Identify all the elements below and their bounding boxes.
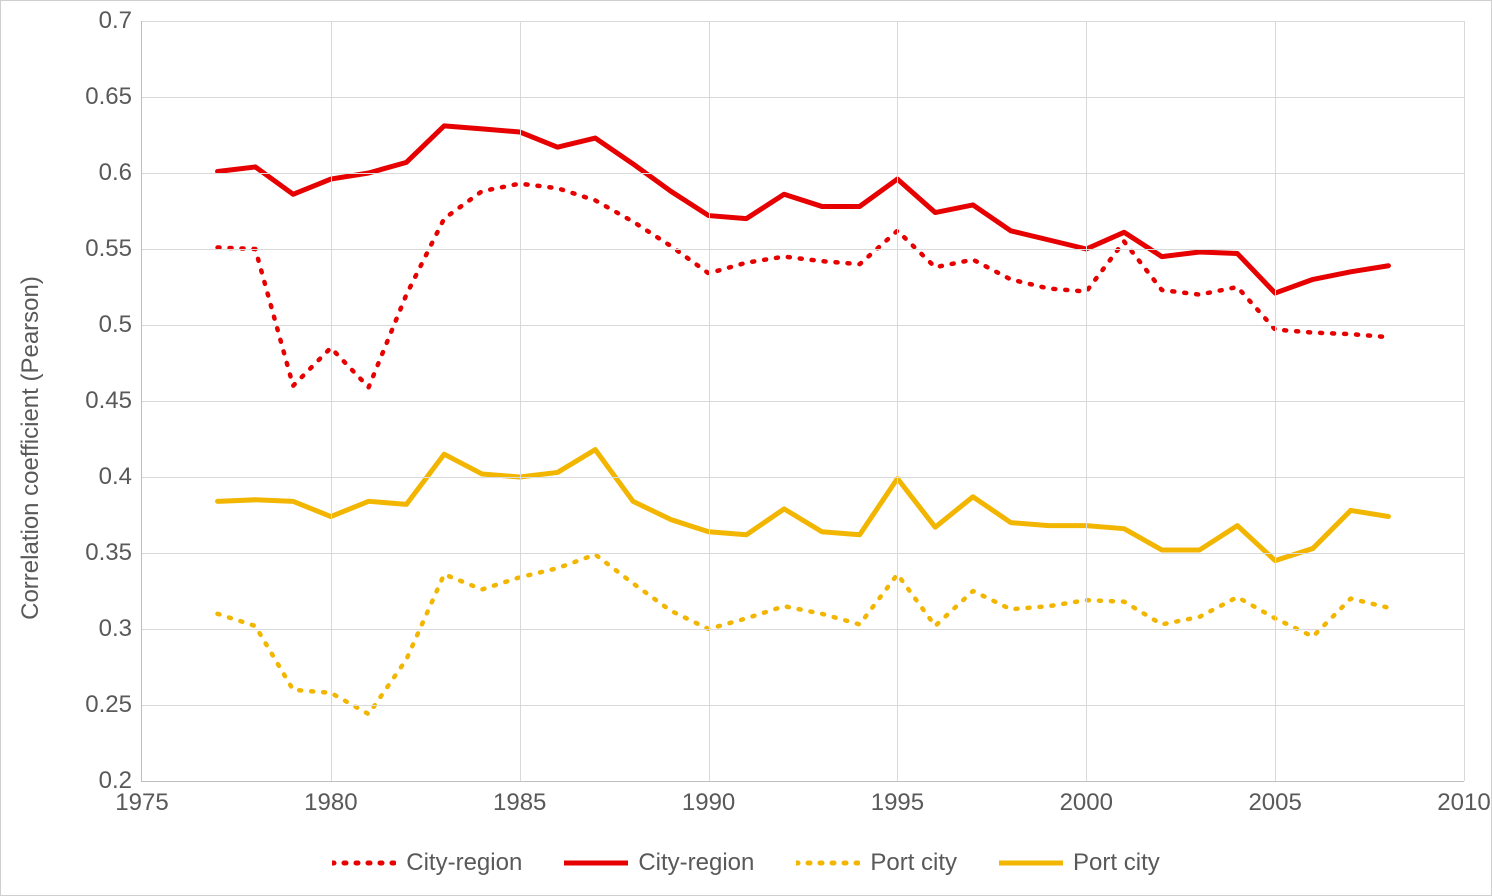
legend-label: Port city: [1073, 849, 1160, 877]
xtick-label: 2000: [1060, 781, 1113, 817]
xtick-label: 2005: [1248, 781, 1301, 817]
ytick-label: 0.3: [99, 615, 142, 643]
legend-swatch: [999, 857, 1063, 869]
legend-label: City-region: [638, 849, 754, 877]
series-line: [218, 555, 1389, 715]
gridline-h: [142, 21, 1464, 22]
ytick-label: 0.55: [85, 235, 142, 263]
series-line: [218, 184, 1389, 388]
ytick-label: 0.7: [99, 7, 142, 35]
legend-label: Port city: [870, 849, 957, 877]
ytick-label: 0.5: [99, 311, 142, 339]
gridline-h: [142, 705, 1464, 706]
gridline-h: [142, 553, 1464, 554]
y-axis-label: Correlation coefficient (Pearson): [17, 276, 45, 620]
xtick-label: 1975: [115, 781, 168, 817]
legend-item: City-region: [564, 849, 754, 877]
gridline-v: [1086, 21, 1087, 781]
xtick-label: 1985: [493, 781, 546, 817]
gridline-h: [142, 477, 1464, 478]
legend-label: City-region: [406, 849, 522, 877]
gridline-h: [142, 249, 1464, 250]
gridline-v: [520, 21, 521, 781]
legend-swatch: [796, 857, 860, 869]
xtick-label: 2010: [1437, 781, 1490, 817]
legend-item: Port city: [999, 849, 1160, 877]
ytick-label: 0.25: [85, 691, 142, 719]
ytick-label: 0.4: [99, 463, 142, 491]
plot-area: 0.20.250.30.350.40.450.50.550.60.650.719…: [141, 21, 1464, 782]
gridline-v: [897, 21, 898, 781]
xtick-label: 1980: [304, 781, 357, 817]
gridline-v: [709, 21, 710, 781]
series-line: [218, 450, 1389, 561]
legend-item: Port city: [796, 849, 957, 877]
chart-container: Correlation coefficient (Pearson) 0.20.2…: [0, 0, 1492, 896]
ytick-label: 0.45: [85, 387, 142, 415]
gridline-h: [142, 97, 1464, 98]
legend-swatch: [332, 857, 396, 869]
ytick-label: 0.65: [85, 83, 142, 111]
gridline-v: [1464, 21, 1465, 781]
gridline-v: [1275, 21, 1276, 781]
ytick-label: 0.6: [99, 159, 142, 187]
gridline-v: [331, 21, 332, 781]
xtick-label: 1990: [682, 781, 735, 817]
gridline-h: [142, 325, 1464, 326]
gridline-h: [142, 173, 1464, 174]
gridline-h: [142, 401, 1464, 402]
gridline-h: [142, 629, 1464, 630]
ytick-label: 0.35: [85, 539, 142, 567]
legend-swatch: [564, 857, 628, 869]
xtick-label: 1995: [871, 781, 924, 817]
legend-item: City-region: [332, 849, 522, 877]
legend: City-region City-region Port city Port city: [1, 849, 1491, 877]
series-line: [218, 126, 1389, 293]
